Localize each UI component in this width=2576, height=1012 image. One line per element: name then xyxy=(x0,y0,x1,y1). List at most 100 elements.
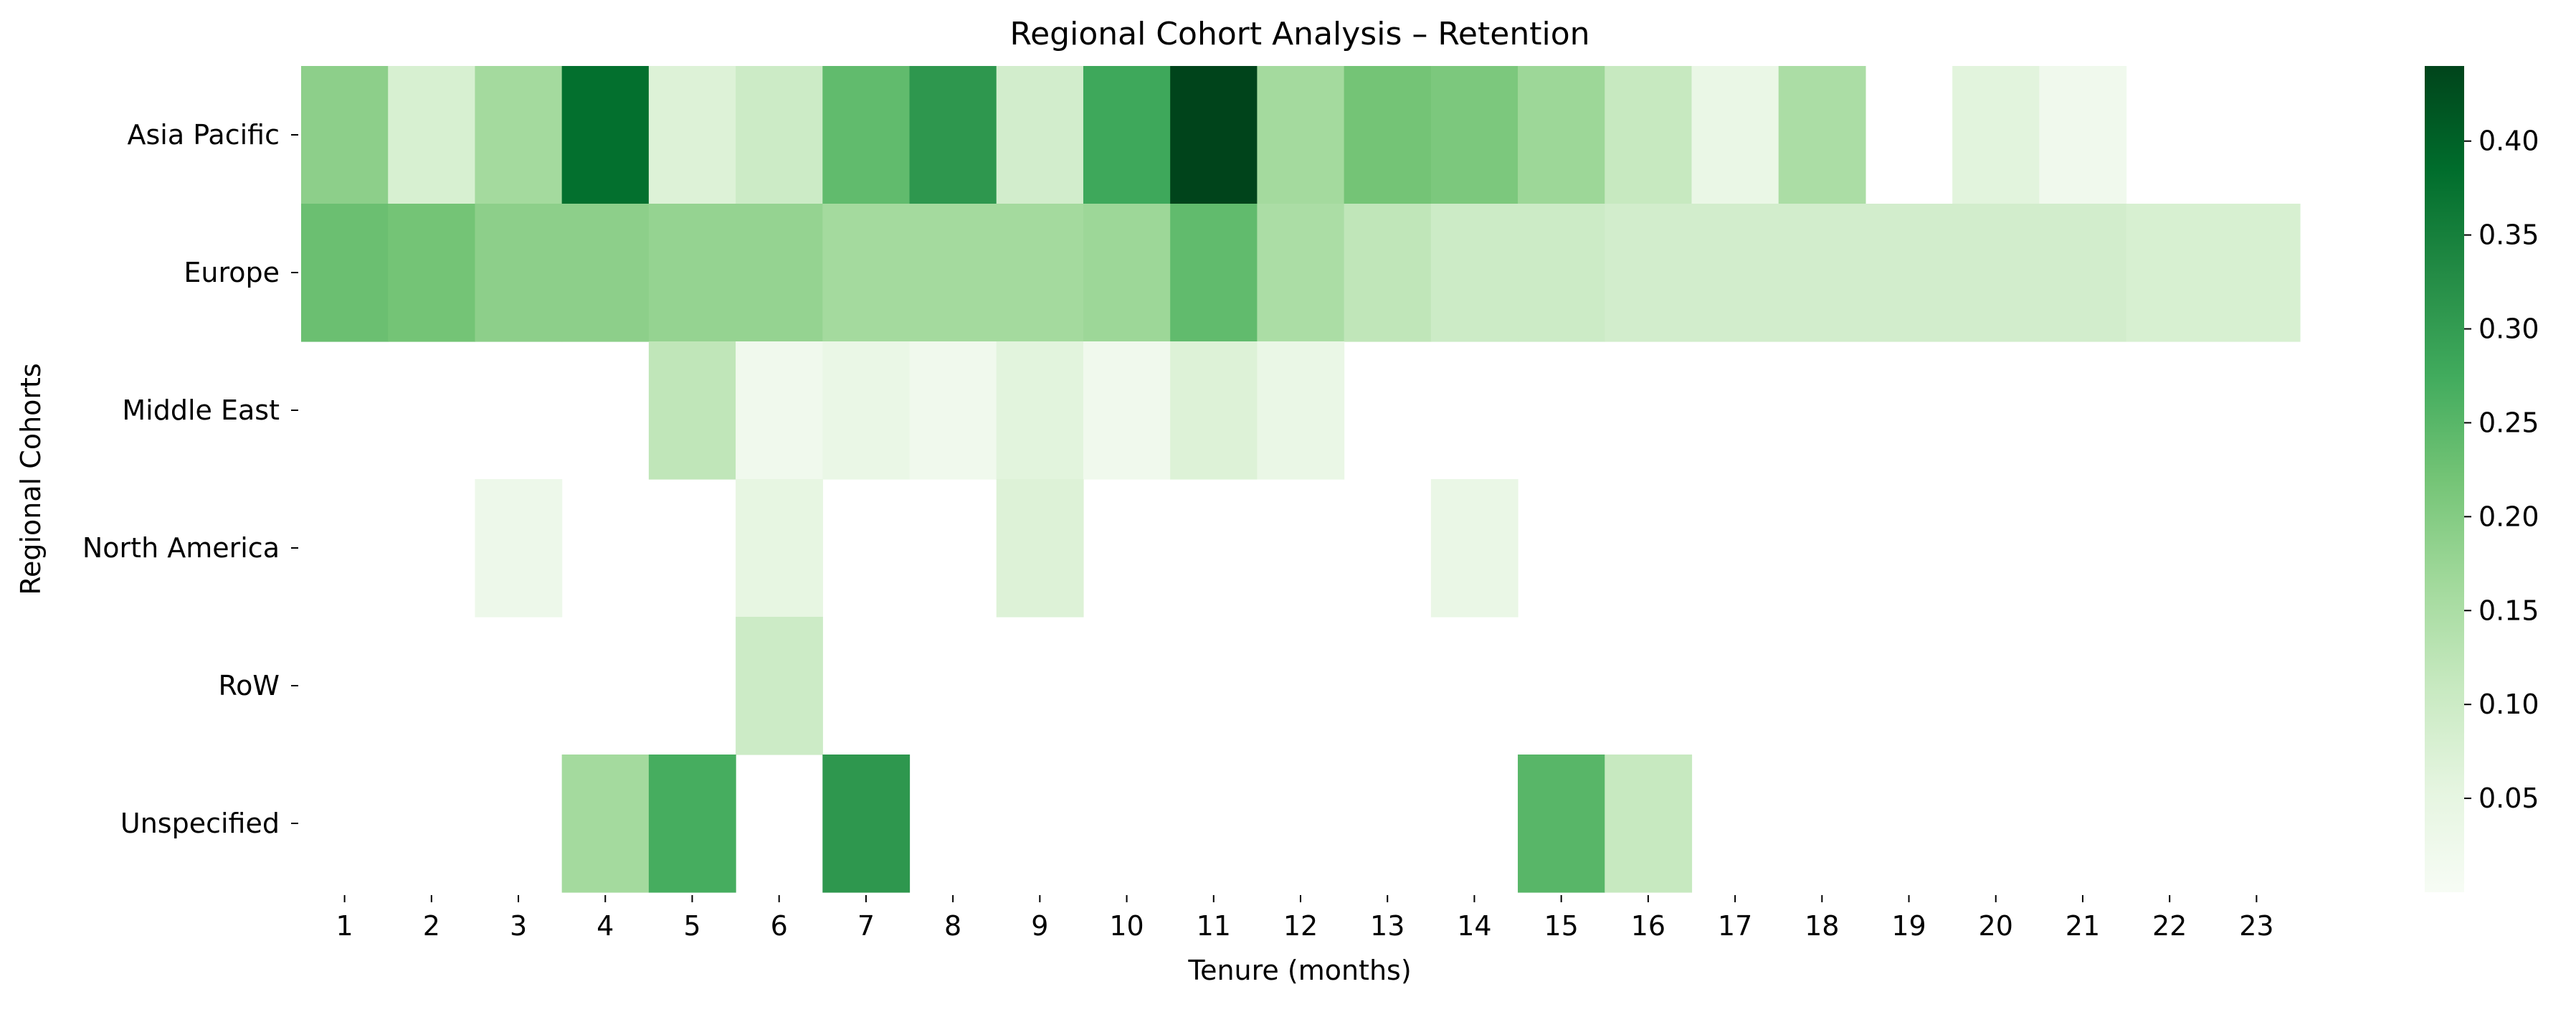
heatmap-cell xyxy=(909,341,997,480)
heatmap-cell xyxy=(561,204,650,342)
y-axis: Asia Pacific Europe Middle East North Ameri… xyxy=(82,119,298,839)
heatmap-cell xyxy=(648,755,736,893)
y-tick-label: Asia Pacific xyxy=(128,119,280,151)
heatmap-cell xyxy=(1170,341,1258,480)
x-tick-label: 17 xyxy=(1718,910,1752,942)
heatmap-cell xyxy=(388,66,476,204)
colorbar-tick-label: 0.35 xyxy=(2478,219,2539,251)
heatmap-cell xyxy=(909,66,997,204)
x-tick-label: 3 xyxy=(510,910,527,942)
heatmap-cell xyxy=(1344,204,1432,342)
colorbar-tick-label: 0.25 xyxy=(2478,407,2539,438)
y-tick-label: North America xyxy=(82,532,280,564)
x-tick-label: 1 xyxy=(336,910,353,942)
x-axis: 1 2 3 4 5 6 7 8 9 10 11 12 13 14 15 16 17 18 19 20 21 22 23 xyxy=(336,895,2274,942)
heatmap-cell xyxy=(1518,66,1605,204)
heatmap-cell xyxy=(1344,66,1432,204)
colorbar-tick-label: 0.05 xyxy=(2478,782,2539,814)
heatmap-cell xyxy=(996,341,1084,480)
heatmap-cell xyxy=(1865,204,1953,342)
y-tick-label: Middle East xyxy=(122,394,280,426)
y-axis-label: Regional Cohorts xyxy=(15,363,47,595)
heatmap-cell xyxy=(475,479,563,618)
heatmap-cell xyxy=(1083,204,1171,342)
x-axis-label: Tenure (months) xyxy=(1187,955,1411,986)
heatmap-cell xyxy=(2126,204,2214,342)
heatmap-cell xyxy=(736,204,823,342)
heatmap-cell xyxy=(1257,66,1345,204)
heatmap-cell xyxy=(1605,755,1693,893)
x-tick-label: 20 xyxy=(1979,910,2013,942)
heatmap-cell xyxy=(822,204,911,342)
heatmap-cell xyxy=(1605,66,1693,204)
heatmap-cell xyxy=(909,204,997,342)
x-tick-label: 15 xyxy=(1544,910,1578,942)
heatmap-cell xyxy=(1691,204,1779,342)
x-tick-label: 14 xyxy=(1457,910,1491,942)
colorbar-tick-label: 0.10 xyxy=(2478,689,2539,720)
heatmap-cell xyxy=(736,617,823,755)
heatmap-cell xyxy=(1778,66,1866,204)
heatmap-cell xyxy=(301,204,389,342)
heatmap-cell xyxy=(648,66,736,204)
heatmap-cell xyxy=(1257,341,1345,480)
heatmap-cell xyxy=(1170,204,1258,342)
x-tick-label: 4 xyxy=(597,910,614,942)
heatmap-cell xyxy=(301,66,389,204)
x-tick-label: 8 xyxy=(944,910,961,942)
heatmap-cell xyxy=(475,204,563,342)
x-tick-label: 5 xyxy=(683,910,700,942)
x-tick-label: 13 xyxy=(1370,910,1405,942)
heatmap-cell xyxy=(648,341,736,480)
x-tick-label: 2 xyxy=(423,910,440,942)
heatmap-cell xyxy=(1170,66,1258,204)
heatmap-cell xyxy=(822,341,911,480)
heatmap-cell xyxy=(736,479,823,618)
heatmap-cell xyxy=(1083,341,1171,480)
colorbar-tick-label: 0.20 xyxy=(2478,501,2539,532)
heatmap-cell xyxy=(1430,479,1518,618)
heatmap-cell xyxy=(1430,66,1518,204)
colorbar-tick-label: 0.15 xyxy=(2478,595,2539,626)
x-tick-label: 21 xyxy=(2066,910,2100,942)
heatmap-cell xyxy=(996,66,1084,204)
x-tick-label: 6 xyxy=(771,910,788,942)
chart-title: Regional Cohort Analysis – Retention xyxy=(1010,16,1590,52)
heatmap-cell xyxy=(822,755,911,893)
heatmap-cell xyxy=(736,66,823,204)
x-tick-label: 23 xyxy=(2239,910,2273,942)
heatmap-cell xyxy=(996,479,1084,618)
heatmap-cell xyxy=(996,204,1084,342)
heatmap-cell xyxy=(561,66,650,204)
heatmap-cell xyxy=(1518,755,1605,893)
heatmap-cell xyxy=(388,204,476,342)
heatmap-cell xyxy=(1952,66,2040,204)
heatmap-cell xyxy=(2039,66,2127,204)
heatmap-cell xyxy=(1605,204,1693,342)
heatmap-cell xyxy=(1518,204,1605,342)
colorbar xyxy=(2425,66,2464,892)
heatmap-cell xyxy=(1257,204,1345,342)
heatmap-cell xyxy=(1083,66,1171,204)
x-tick-label: 7 xyxy=(857,910,875,942)
x-tick-label: 22 xyxy=(2152,910,2187,942)
heatmap-cell xyxy=(1778,204,1866,342)
colorbar-ticks: 0.05 0.10 0.15 0.20 0.25 0.30 0.35 0.40 xyxy=(2464,126,2539,814)
x-tick-label: 19 xyxy=(1891,910,1926,942)
x-tick-label: 9 xyxy=(1031,910,1048,942)
heatmap-cell xyxy=(561,755,650,893)
y-tick-label: Unspecified xyxy=(120,808,280,839)
colorbar-tick-label: 0.30 xyxy=(2478,313,2539,345)
heatmap-cell xyxy=(1430,204,1518,342)
heatmap-cell xyxy=(2213,204,2301,342)
colorbar-tick-label: 0.40 xyxy=(2478,126,2539,157)
heatmap-cell xyxy=(1691,66,1779,204)
x-tick-label: 10 xyxy=(1109,910,1144,942)
x-tick-label: 12 xyxy=(1283,910,1318,942)
heatmap-cell xyxy=(822,66,911,204)
heatmap-cells xyxy=(301,66,2301,893)
heatmap-cell xyxy=(736,341,823,480)
heatmap-cell xyxy=(475,66,563,204)
